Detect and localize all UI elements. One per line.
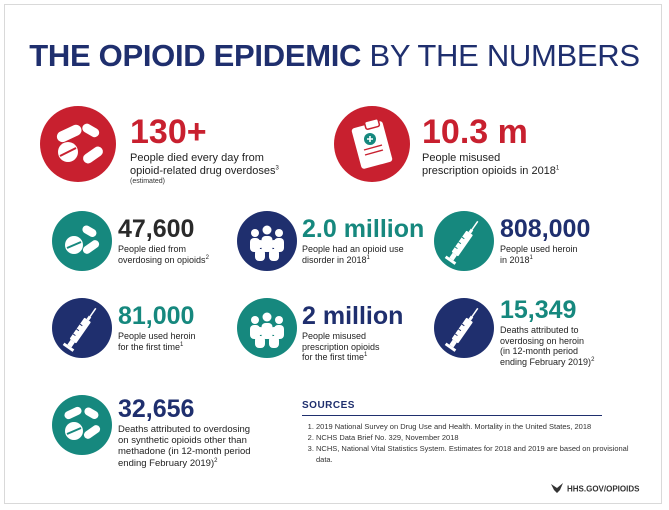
logo-text: HHS.GOV/OPIOIDS	[567, 484, 640, 494]
source-item: NCHS Data Brief No. 329, November 2018	[316, 433, 632, 444]
stat-note: (estimated)	[130, 177, 166, 185]
pills-icon	[40, 106, 116, 182]
pills-icon	[52, 395, 112, 455]
sources-heading: SOURCES	[302, 400, 355, 411]
stat-number: 32,656	[118, 395, 195, 423]
stat-description: People used heroin for the first time1	[118, 331, 196, 352]
infographic-frame	[4, 4, 662, 504]
sources-section: SOURCES 2019 National Survey on Drug Use…	[302, 400, 632, 466]
syringe-icon	[434, 211, 494, 271]
stat-number: 47,600	[118, 215, 195, 243]
stat-description: Deaths attributed to overdosing on heroi…	[500, 325, 594, 367]
stat-line: ending February 2019)	[500, 356, 592, 367]
stat-line: People misused	[422, 152, 501, 164]
source-item: NCHS, National Vital Statistics System. …	[316, 444, 632, 466]
clipboard-icon	[334, 106, 410, 182]
footnote-ref: 2	[214, 457, 218, 464]
stat-line-with-sup: ending February 2019)2	[500, 357, 594, 368]
stat-number: 10.3 m	[422, 113, 528, 151]
stat-number: 130+	[130, 113, 207, 151]
stat-number: 2 million	[302, 302, 404, 330]
syringe-icon	[52, 298, 112, 358]
stat-line: People misused	[302, 331, 367, 341]
stat-line: for the first time	[302, 352, 365, 363]
footnote-ref: 1	[366, 254, 370, 261]
footnote-ref: 2	[205, 254, 209, 261]
eagle-icon	[550, 482, 564, 496]
stat-number: 15,349	[500, 296, 577, 324]
footnote-ref: 1	[555, 165, 560, 172]
stat-line-with-sup: opioid-related drug overdoses3	[130, 165, 279, 178]
stat-line: overdosing on heroin	[500, 335, 585, 346]
people-icon	[237, 298, 297, 358]
stat-line: on synthetic opioids other than	[118, 435, 247, 447]
stat-line: prescription opioids	[302, 341, 380, 352]
stat-line: Deaths attributed to	[500, 325, 579, 335]
stat-line-with-sup: for the first time1	[118, 342, 196, 353]
stat-line: prescription opioids in 2018	[422, 164, 556, 177]
stat-line-with-sup: ending February 2019)2	[118, 458, 251, 469]
stat-line: People used heroin	[118, 331, 196, 341]
stat-number: 808,000	[500, 215, 591, 243]
source-item: 2019 National Survey on Drug Use and Hea…	[316, 422, 632, 433]
stat-description: Deaths attributed to overdosing on synth…	[118, 424, 251, 469]
stat-line-with-sup: disorder in 20181	[302, 255, 404, 266]
stat-line: methadone (in 12-month period	[118, 446, 251, 458]
sources-divider	[302, 415, 602, 416]
sources-list: 2019 National Survey on Drug Use and Hea…	[302, 422, 632, 466]
hhs-logo: HHS.GOV/OPIOIDS	[550, 482, 639, 496]
stat-description: People died from overdosing on opioids2	[118, 244, 209, 265]
stat-description: People misused prescription opioids in 2…	[422, 152, 559, 178]
stat-line: People had an opioid use	[302, 244, 404, 254]
footnote-ref: 1	[529, 254, 533, 261]
stat-line: opioid-related drug overdoses	[130, 164, 276, 177]
stat-number: 81,000	[118, 302, 195, 330]
stat-line-with-sup: in 20181	[500, 255, 578, 266]
stat-line: disorder in 2018	[302, 254, 367, 265]
page-title: THE OPIOID EPIDEMIC BY THE NUMBERS	[0, 38, 669, 74]
stat-line-with-sup: overdosing on opioids2	[118, 255, 209, 266]
stat-line: People died every day from	[130, 152, 264, 164]
stat-line-with-sup: for the first time1	[302, 352, 380, 363]
stat-description: People used heroin in 20181	[500, 244, 578, 265]
pills-icon	[52, 211, 112, 271]
stat-number: 2.0 million	[302, 215, 425, 243]
footnote-ref: 1	[180, 341, 184, 348]
stat-line: People used heroin	[500, 244, 578, 254]
footnote-ref: 2	[591, 356, 595, 363]
stat-line: (in 12-month period	[500, 346, 579, 357]
stat-line: for the first time	[118, 341, 181, 352]
stat-description: People died every day from opioid-relate…	[130, 152, 279, 186]
people-icon	[237, 211, 297, 271]
title-light: BY THE NUMBERS	[369, 38, 640, 73]
stat-description: People misused prescription opioids for …	[302, 331, 380, 363]
stat-line: in 2018	[500, 254, 530, 265]
stat-line: People died from	[118, 244, 187, 254]
syringe-icon	[434, 298, 494, 358]
title-bold: THE OPIOID EPIDEMIC	[29, 38, 362, 73]
stat-line: Deaths attributed to overdosing	[118, 424, 251, 435]
stat-line: overdosing on opioids	[118, 254, 206, 265]
footnote-ref: 3	[275, 165, 279, 172]
stat-description: People had an opioid use disorder in 201…	[302, 244, 404, 265]
stat-line-with-sup: prescription opioids in 20181	[422, 165, 559, 178]
footnote-ref: 1	[364, 352, 368, 359]
stat-line: ending February 2019)	[118, 457, 215, 469]
